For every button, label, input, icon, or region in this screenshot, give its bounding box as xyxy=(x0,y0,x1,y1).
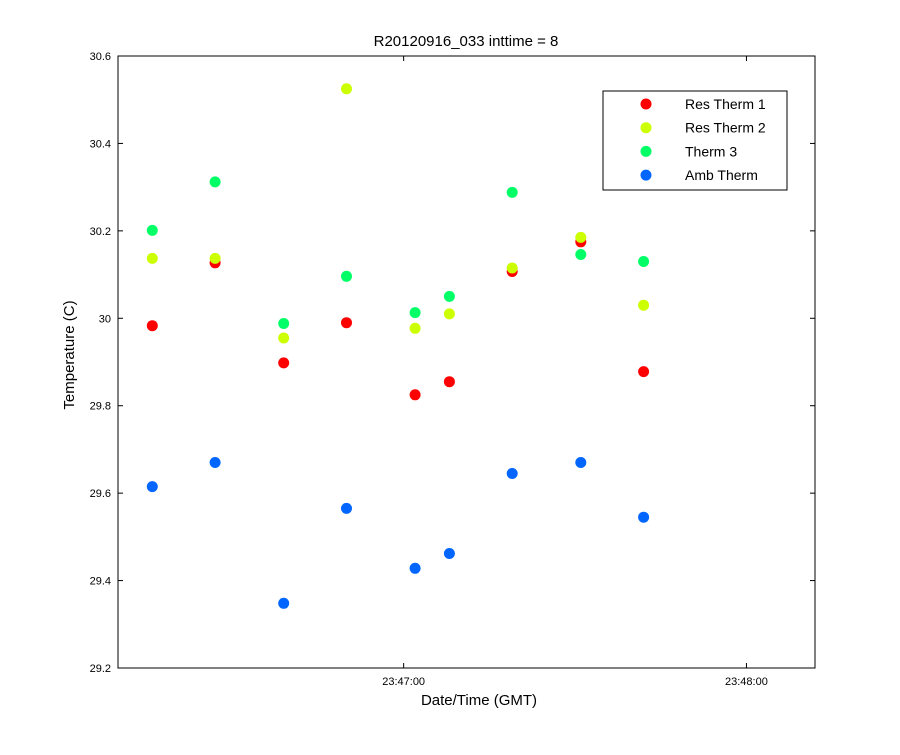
legend-marker xyxy=(640,122,652,134)
legend-marker xyxy=(640,98,652,110)
data-point-series-2 xyxy=(278,332,290,344)
legend-box xyxy=(602,90,788,191)
legend-label: Amb Therm xyxy=(685,167,758,183)
y-tick-label: 30 xyxy=(99,313,111,325)
legend-marker xyxy=(640,145,652,157)
data-point-series-1 xyxy=(409,389,421,401)
data-point-series-2 xyxy=(409,322,421,334)
data-point-series-3 xyxy=(209,176,221,188)
data-point-series-2 xyxy=(638,299,650,311)
data-point-series-4 xyxy=(575,457,587,468)
y-tick-label: 30.4 xyxy=(90,138,111,150)
data-point-series-2 xyxy=(575,231,587,243)
data-point-series-4 xyxy=(506,468,518,479)
data-point-series-3 xyxy=(506,186,518,198)
x-tick-label: 23:47:00 xyxy=(382,676,425,688)
y-tick-label: 29.6 xyxy=(90,488,111,500)
data-point-series-2 xyxy=(341,83,352,95)
data-point-series-3 xyxy=(638,256,650,267)
data-point-series-4 xyxy=(443,548,455,559)
y-tick-label: 29.4 xyxy=(90,576,111,588)
x-axis-label: Date/Time (GMT) xyxy=(421,692,537,709)
data-point-series-4 xyxy=(638,511,650,523)
data-point-series-1 xyxy=(638,366,650,378)
data-points xyxy=(146,83,650,609)
data-point-series-4 xyxy=(409,562,421,574)
legend: Res Therm 1 Res Therm 2 Therm 3 Amb Therm xyxy=(602,90,788,191)
y-tick-label: 30.2 xyxy=(90,226,111,238)
y-axis-ticks: 29.2 29.4 29.6 29.8 30 30.2 30.4 30.6 xyxy=(90,51,815,675)
data-point-series-1 xyxy=(443,376,455,388)
x-tick-label: 23:48:00 xyxy=(725,676,768,688)
data-point-series-3 xyxy=(443,290,455,302)
data-point-series-3 xyxy=(341,270,352,282)
data-point-series-3 xyxy=(575,249,587,260)
data-point-series-2 xyxy=(506,262,518,274)
legend-label: Res Therm 1 xyxy=(685,96,766,112)
data-point-series-1 xyxy=(278,357,290,369)
data-point-series-2 xyxy=(146,252,158,264)
chart-title: R20120916_033 inttime = 8 xyxy=(374,33,559,50)
data-point-series-2 xyxy=(443,308,455,320)
data-point-series-3 xyxy=(278,318,290,329)
data-point-series-4 xyxy=(146,481,158,493)
y-tick-label: 30.6 xyxy=(90,51,111,63)
data-point-series-4 xyxy=(278,597,290,609)
legend-label: Therm 3 xyxy=(685,143,737,159)
data-point-series-3 xyxy=(409,307,421,319)
data-point-series-1 xyxy=(341,317,352,329)
x-axis-ticks: 23:47:00 23:48:00 xyxy=(382,56,768,688)
y-axis-label: Temperature (C) xyxy=(61,300,78,409)
legend-label: Res Therm 2 xyxy=(685,120,766,136)
data-point-series-2 xyxy=(209,252,221,264)
data-point-series-1 xyxy=(146,320,158,332)
legend-marker xyxy=(640,169,652,181)
y-tick-label: 29.2 xyxy=(90,663,111,675)
data-point-series-4 xyxy=(341,502,352,514)
data-point-series-4 xyxy=(209,457,221,468)
data-point-series-3 xyxy=(146,224,158,236)
y-tick-label: 29.8 xyxy=(90,401,111,413)
